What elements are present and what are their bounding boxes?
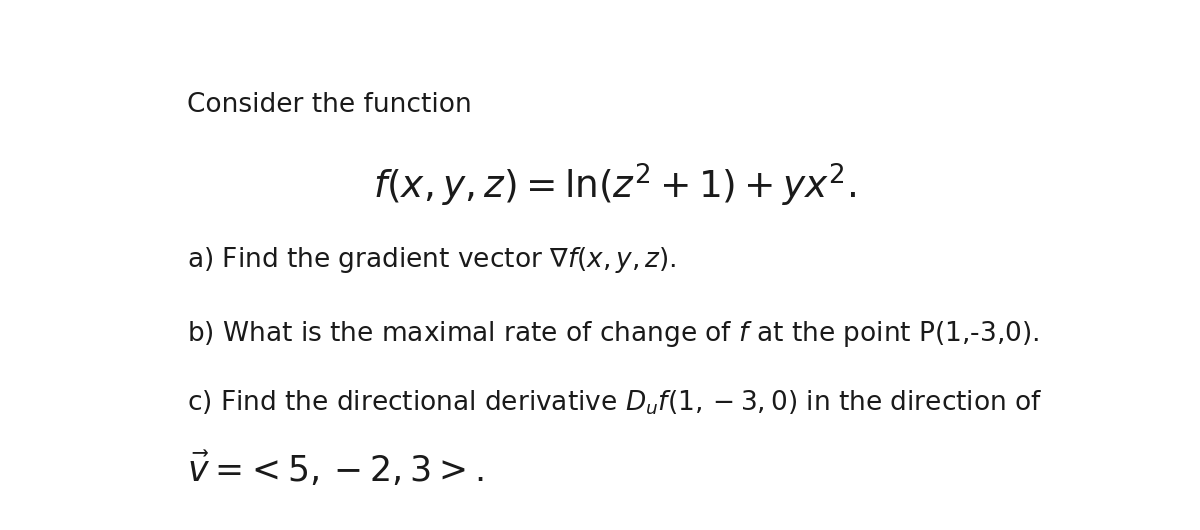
Text: c) Find the directional derivative $D_u f(1, -3, 0)$ in the direction of: c) Find the directional derivative $D_u …	[187, 388, 1043, 417]
Text: $\vec{v} =\!< 5, -2, 3 >.$: $\vec{v} =\!< 5, -2, 3 >.$	[187, 449, 484, 489]
Text: $f(x, y, z) = \ln(z^2 + 1) + yx^2.$: $f(x, y, z) = \ln(z^2 + 1) + yx^2.$	[373, 162, 857, 209]
Text: Consider the function: Consider the function	[187, 92, 472, 118]
Text: b) What is the maximal rate of change of $f$ at the point P(1,-3,0).: b) What is the maximal rate of change of…	[187, 319, 1039, 349]
Text: a) Find the gradient vector $\nabla f(x, y, z)$.: a) Find the gradient vector $\nabla f(x,…	[187, 245, 677, 275]
